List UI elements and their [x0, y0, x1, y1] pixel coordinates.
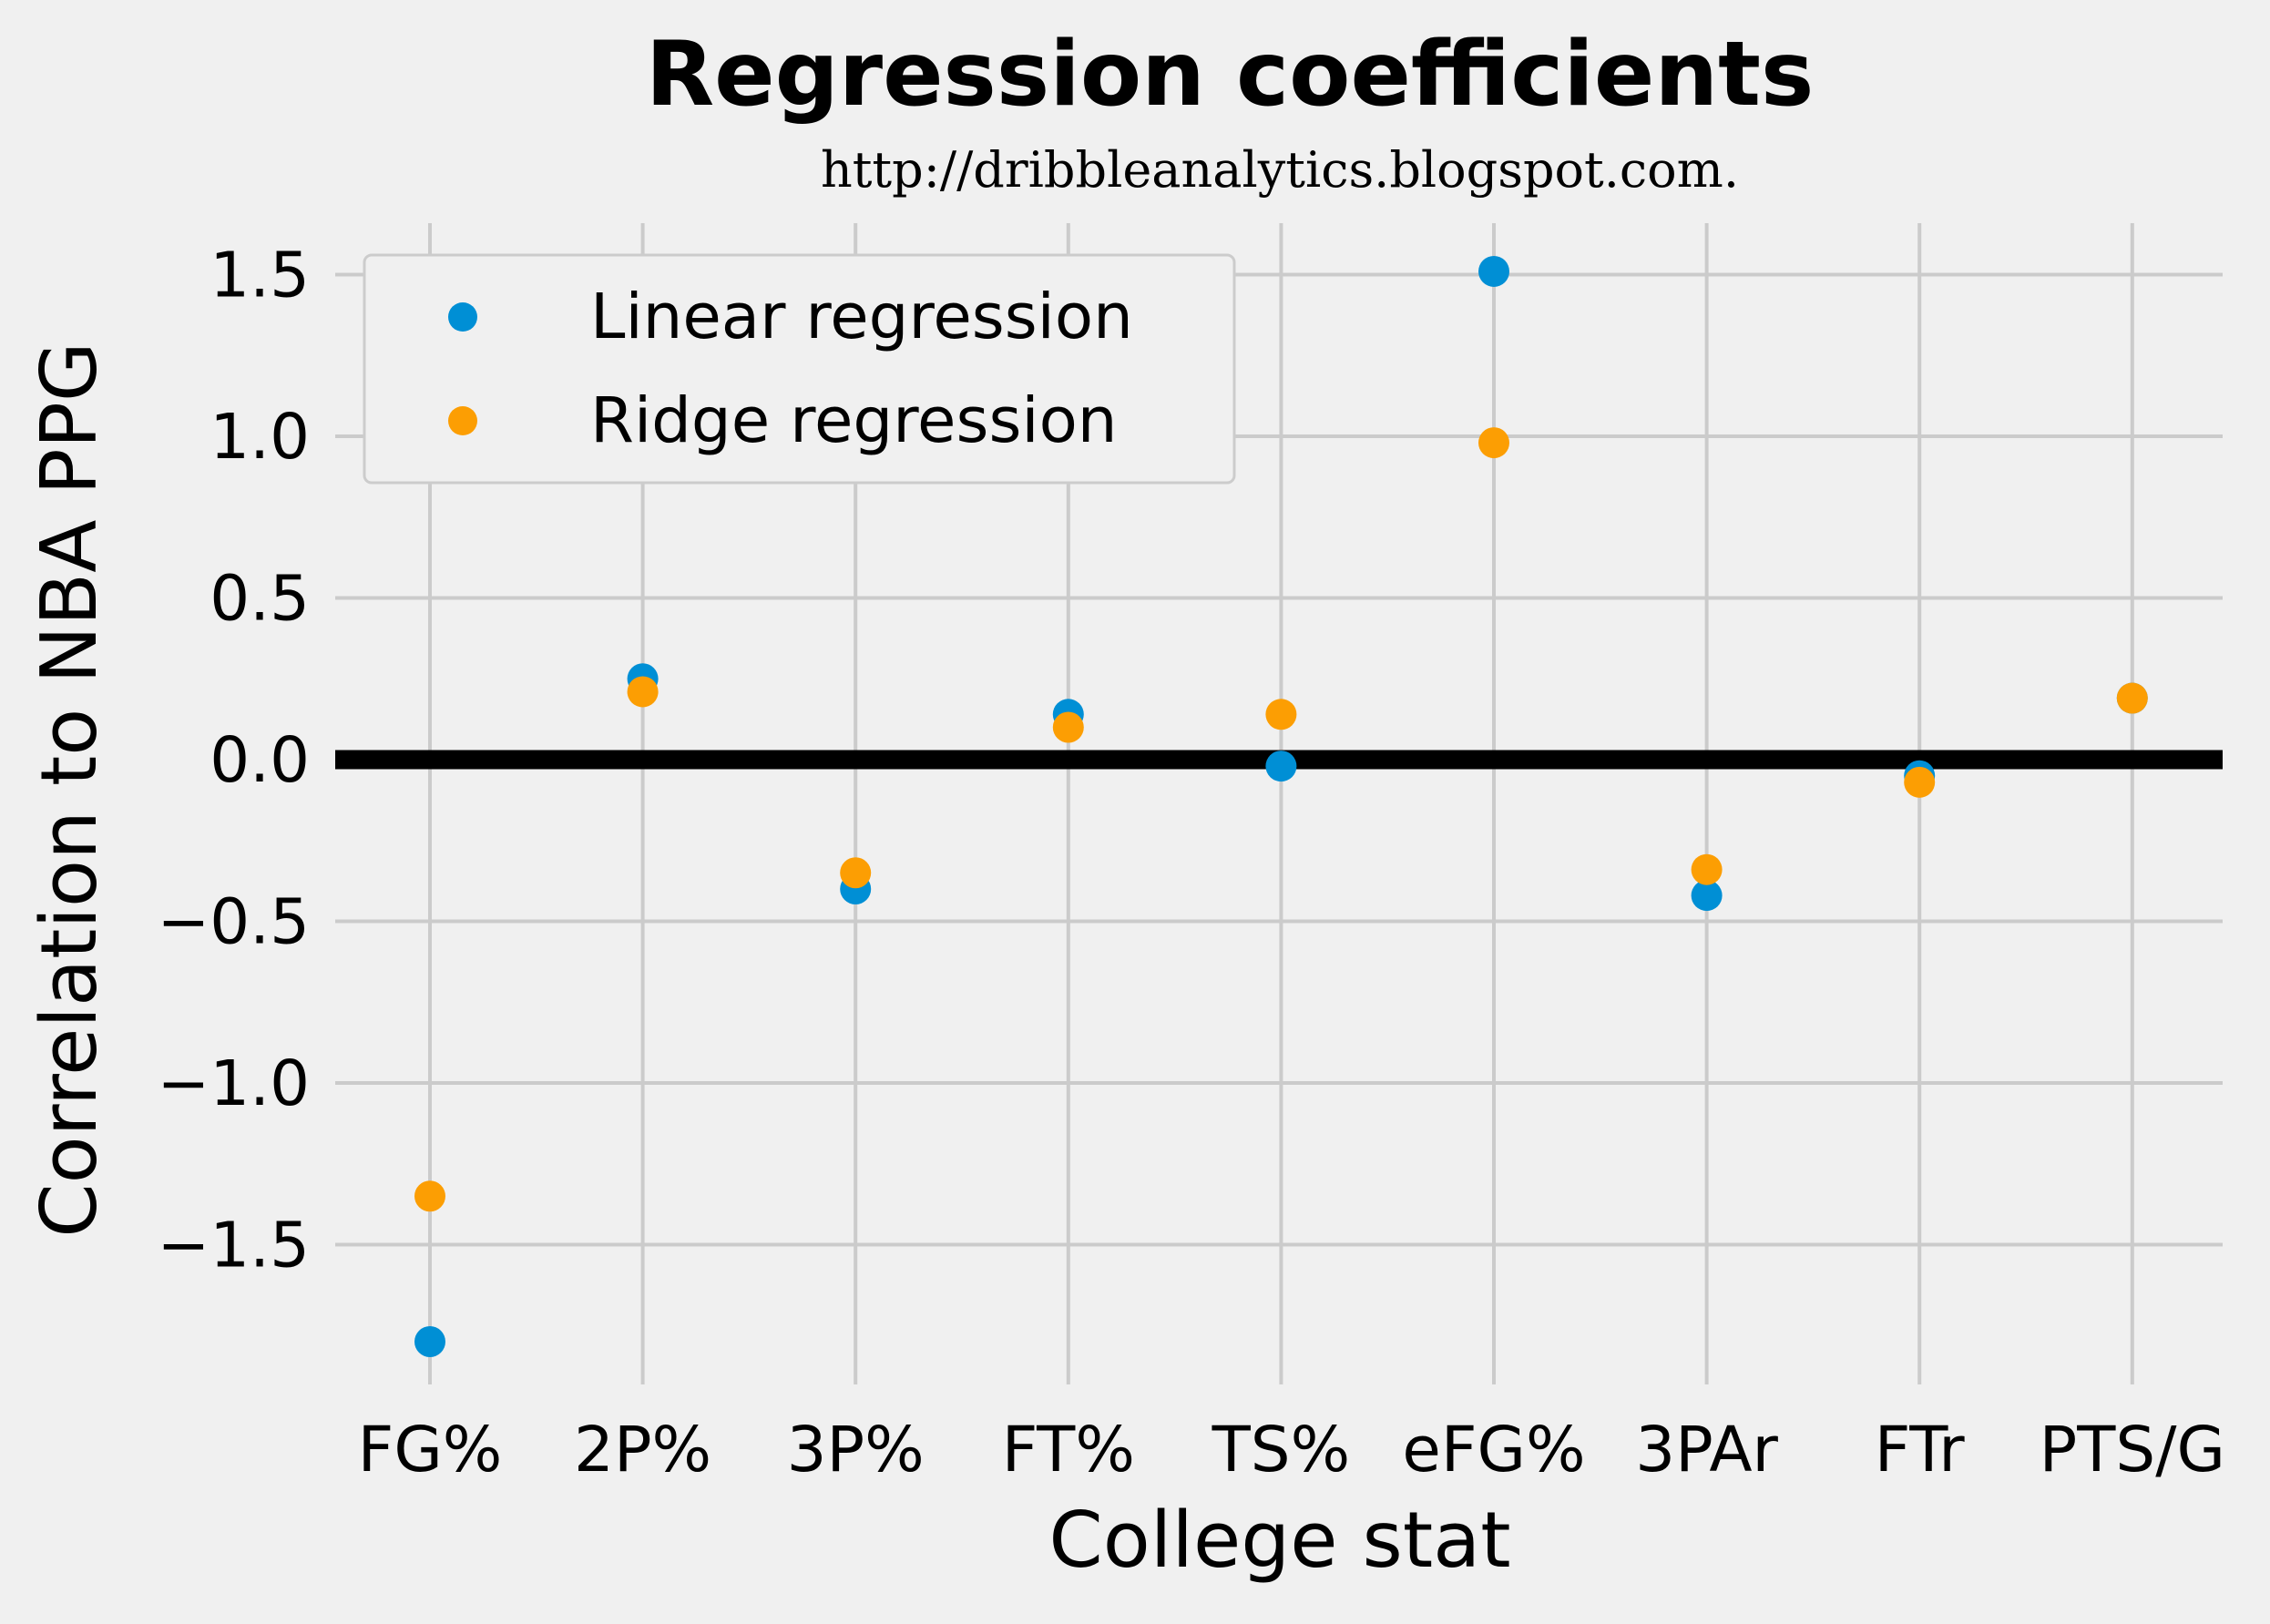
chart-title: Regression coefficients	[646, 23, 1815, 127]
legend-marker-linear	[448, 302, 477, 332]
x-axis-label: College stat	[1048, 1496, 1510, 1586]
y-tick-label: −0.5	[157, 886, 310, 959]
x-tick-label: FG%	[358, 1414, 503, 1486]
x-tick-label: 3P%	[787, 1414, 925, 1486]
y-tick-label: 1.0	[210, 401, 310, 474]
data-points	[414, 255, 2148, 1357]
x-tick-label: eFG%	[1402, 1414, 1585, 1486]
chart-subtitle: http://dribbleanalytics.blogspot.com.	[821, 141, 1739, 199]
point-ridge-7	[1904, 766, 1936, 798]
point-ridge-6	[1691, 853, 1723, 885]
point-linear-4	[1265, 751, 1297, 782]
point-ridge-5	[1478, 427, 1509, 459]
point-linear-5	[1478, 255, 1509, 287]
y-tick-label: 0.5	[210, 563, 310, 636]
x-tick-label: TS%	[1212, 1414, 1351, 1486]
point-linear-6	[1691, 880, 1723, 912]
point-ridge-0	[414, 1180, 445, 1212]
legend-box	[363, 253, 1236, 485]
x-tick-label: FT%	[1002, 1414, 1135, 1486]
x-tick-labels: FG% 2P% 3P% FT% TS% eFG% 3PAr FTr PTS/G	[358, 1414, 2225, 1486]
legend-label-ridge: Ridge regression	[590, 384, 1118, 457]
point-linear-0	[414, 1326, 445, 1357]
point-ridge-1	[627, 676, 659, 708]
point-ridge-8	[2116, 682, 2148, 714]
y-tick-label: 1.5	[210, 240, 310, 312]
point-ridge-2	[840, 857, 872, 889]
y-axis-label: Correlation to NBA PPG	[25, 342, 115, 1238]
point-ridge-3	[1052, 711, 1084, 743]
point-ridge-4	[1265, 699, 1297, 730]
x-tick-label: FTr	[1875, 1414, 1965, 1486]
y-tick-label: 0.0	[210, 724, 310, 797]
y-tick-label: −1.0	[157, 1047, 310, 1120]
x-tick-label: 2P%	[574, 1414, 711, 1486]
y-tick-labels: 1.5 1.0 0.5 0.0 −0.5 −1.0 −1.5	[157, 240, 310, 1282]
legend: Linear regression Ridge regression	[363, 253, 1236, 485]
y-tick-label: −1.5	[157, 1210, 310, 1282]
x-tick-label: 3PAr	[1635, 1414, 1778, 1486]
x-tick-label: PTS/G	[2040, 1414, 2225, 1486]
legend-label-linear: Linear regression	[590, 281, 1133, 353]
legend-marker-ridge	[448, 406, 477, 435]
